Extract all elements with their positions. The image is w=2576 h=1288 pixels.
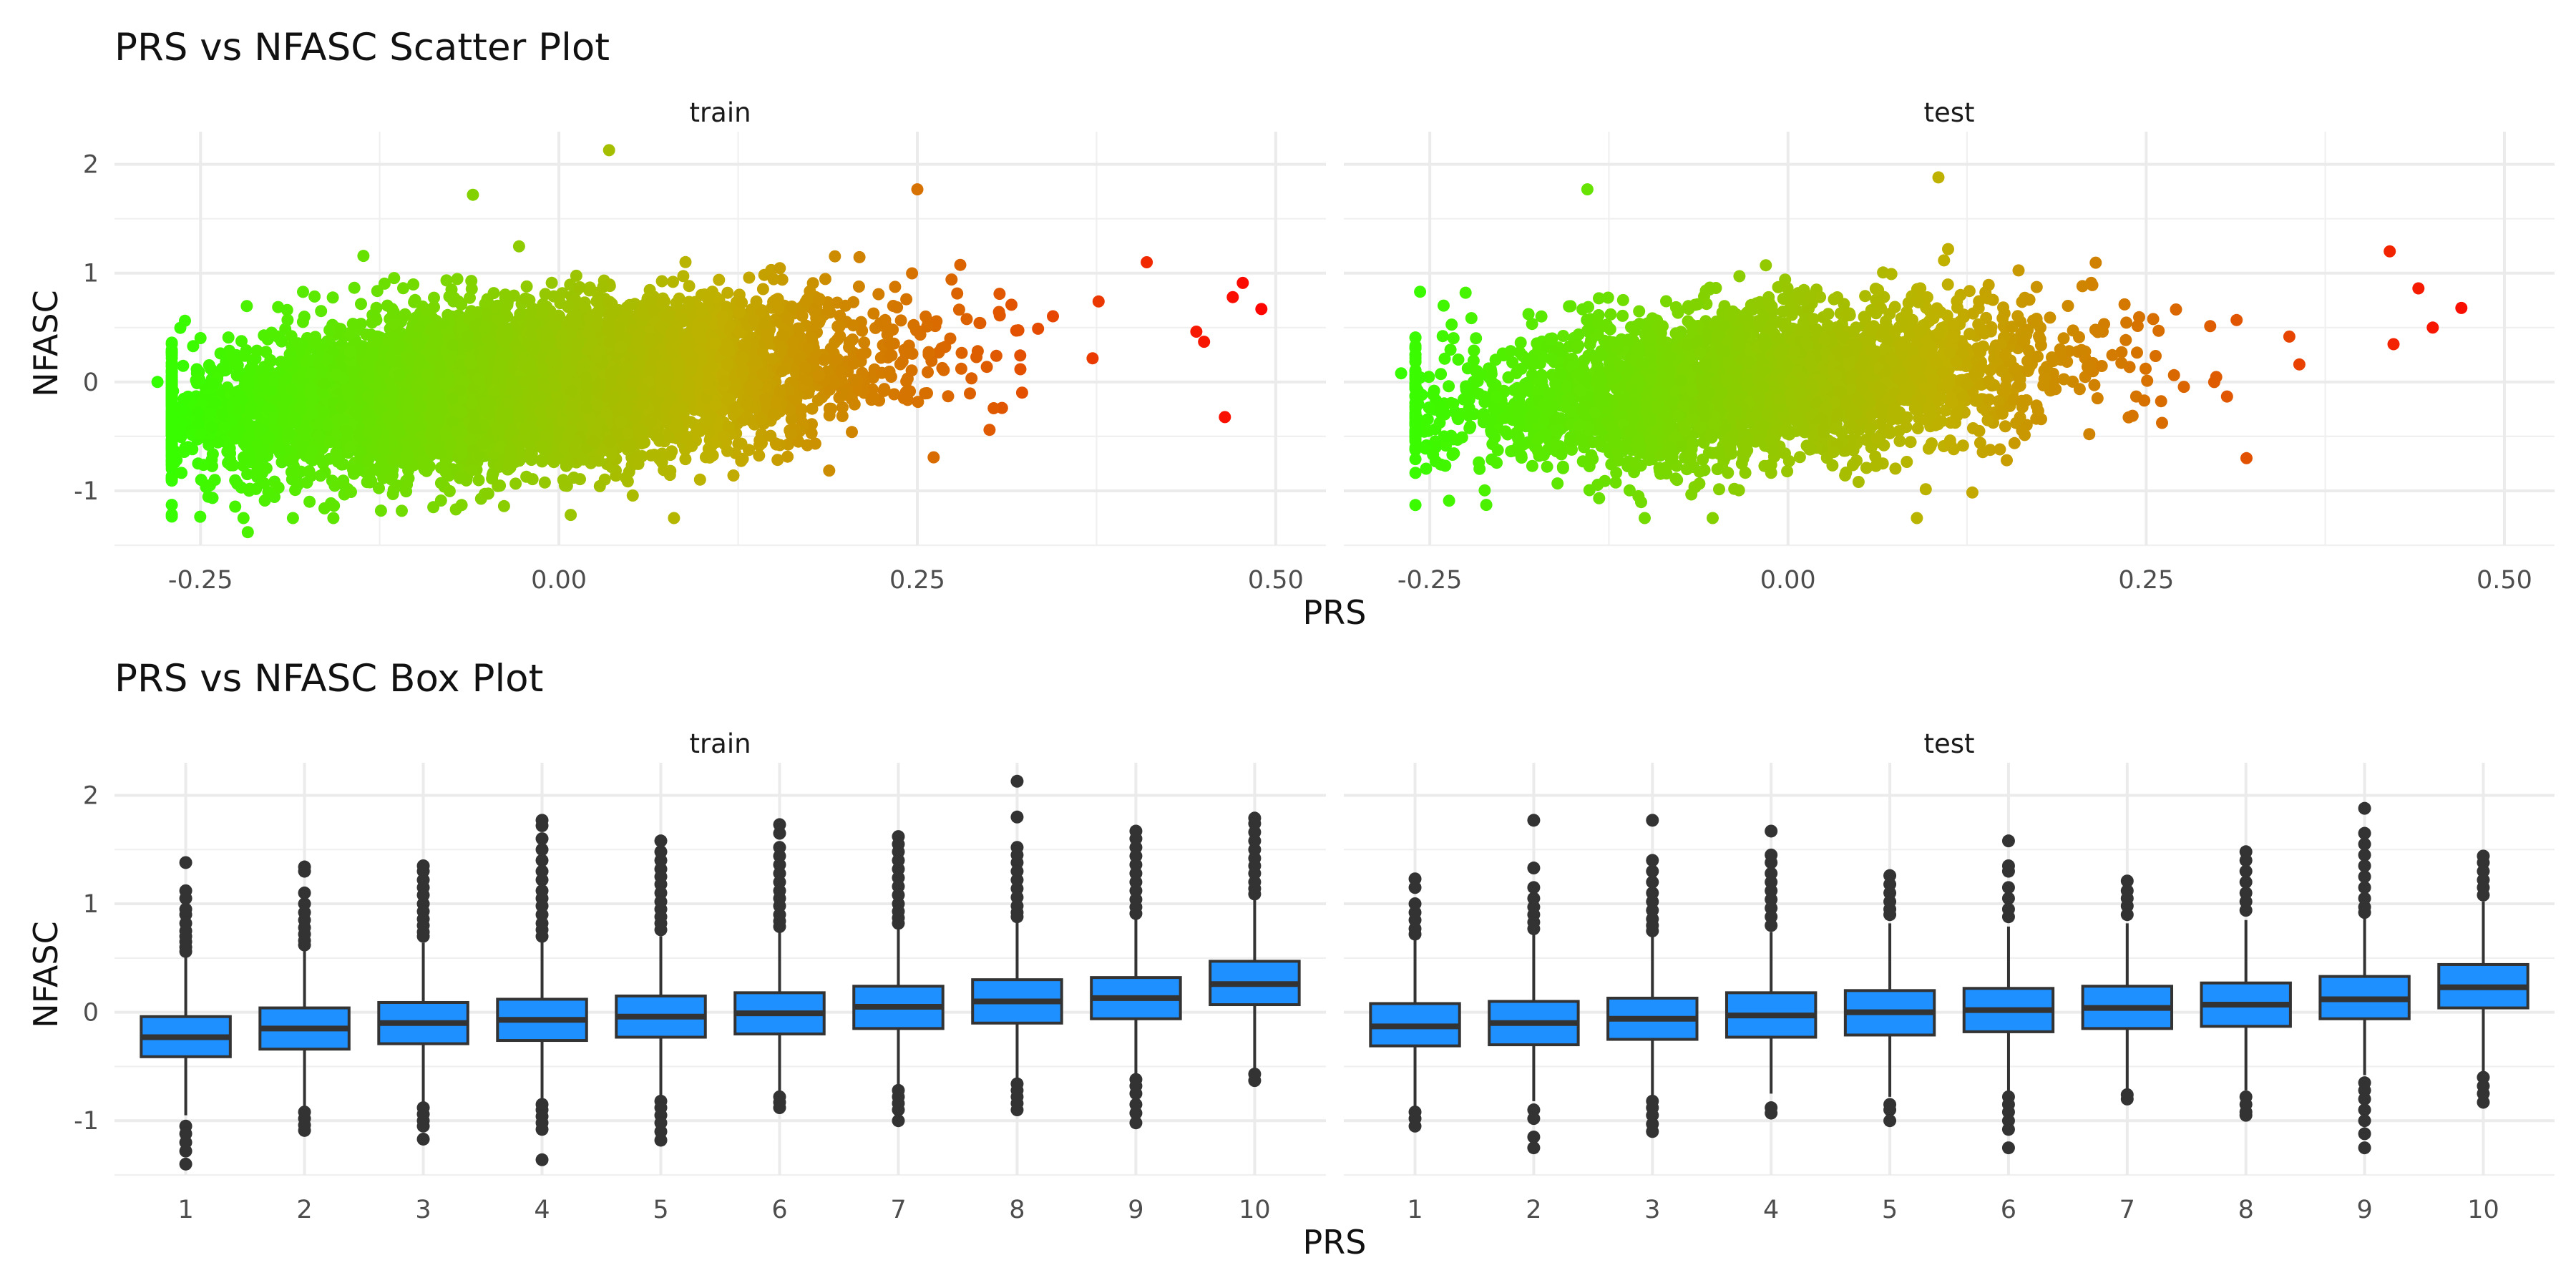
- data-point: [520, 280, 533, 293]
- data-point: [348, 281, 361, 294]
- data-point: [927, 451, 940, 464]
- data-point: [990, 349, 1002, 362]
- data-point: [509, 477, 522, 490]
- data-point: [771, 454, 784, 467]
- data-point: [303, 495, 316, 508]
- data-point: [222, 331, 235, 344]
- data-point: [829, 250, 841, 263]
- data-point: [964, 387, 976, 400]
- data-point: [912, 396, 924, 409]
- data-point: [297, 286, 309, 298]
- data-point: [713, 273, 726, 286]
- data-point: [512, 240, 525, 253]
- data-point: [668, 512, 680, 525]
- data-point: [683, 280, 696, 293]
- scatter-plot-title: PRS vs NFASC Scatter Plot: [114, 26, 610, 69]
- data-point: [565, 509, 577, 522]
- data-point: [894, 314, 907, 327]
- data-point: [1219, 411, 1231, 424]
- data-point: [769, 294, 782, 306]
- y-tick-label: -1: [74, 477, 99, 506]
- data-point: [836, 401, 849, 414]
- data-point: [286, 473, 298, 486]
- data-point: [693, 473, 706, 486]
- scatter-strip-label-train: train: [689, 97, 751, 128]
- data-point: [449, 503, 462, 516]
- data-point: [905, 364, 918, 377]
- data-point: [955, 346, 968, 359]
- scatter-panel-train: train -0.25 0.00 0.25 0.50 -1 0 1 2: [74, 97, 1326, 595]
- data-point: [852, 280, 865, 293]
- x-tick-label: 0.50: [1248, 566, 1304, 595]
- data-point: [664, 464, 677, 477]
- y-tick-label: 0: [83, 369, 99, 397]
- data-point: [396, 504, 408, 517]
- data-point: [867, 307, 880, 320]
- data-point: [1086, 352, 1099, 365]
- data-point: [679, 255, 692, 268]
- data-point: [1047, 310, 1059, 323]
- data-point: [177, 359, 190, 372]
- scatter-points-train: [151, 144, 1268, 539]
- data-point: [951, 287, 964, 300]
- data-point: [677, 270, 690, 283]
- data-point: [558, 479, 571, 492]
- data-point: [1190, 326, 1203, 338]
- data-point: [240, 300, 253, 313]
- x-tick-label: 0.00: [531, 566, 587, 595]
- data-point: [856, 348, 869, 361]
- data-point: [883, 365, 896, 378]
- x-tick-label: 0.25: [889, 566, 945, 595]
- data-point: [853, 250, 866, 263]
- data-point: [970, 351, 983, 364]
- data-point: [326, 291, 339, 304]
- data-point: [272, 301, 285, 313]
- data-point: [374, 504, 387, 517]
- data-point: [945, 273, 958, 286]
- y-tick-label: 1: [83, 260, 99, 288]
- data-point: [567, 472, 580, 484]
- data-point: [206, 492, 219, 504]
- data-point: [667, 275, 679, 288]
- data-point: [878, 383, 891, 396]
- data-point: [229, 500, 242, 513]
- data-point: [721, 286, 734, 299]
- data-point: [952, 303, 965, 316]
- data-point: [327, 512, 340, 525]
- data-point: [806, 418, 818, 431]
- data-point: [482, 487, 494, 500]
- data-point: [922, 366, 934, 379]
- data-point: [846, 426, 858, 439]
- data-point: [1005, 298, 1018, 311]
- data-point: [187, 340, 200, 353]
- data-point: [954, 258, 967, 271]
- data-point: [743, 271, 756, 284]
- data-point: [805, 427, 818, 439]
- scatter-plot: PRS vs NFASC Scatter Plot train -0.25 0.00…: [26, 26, 2555, 632]
- data-point: [753, 449, 766, 462]
- y-tick-label: 2: [83, 151, 99, 180]
- data-point: [727, 469, 740, 482]
- data-point: [545, 276, 558, 289]
- data-point: [440, 274, 453, 287]
- data-point: [965, 372, 978, 385]
- data-point: [983, 424, 996, 436]
- data-point: [194, 332, 207, 344]
- data-point: [899, 347, 912, 360]
- data-point: [289, 484, 302, 497]
- data-point: [626, 489, 639, 502]
- data-point: [400, 485, 413, 498]
- data-point: [538, 476, 551, 489]
- x-tick-label: -0.25: [168, 566, 233, 595]
- data-point: [823, 409, 836, 421]
- data-point: [1032, 322, 1045, 335]
- data-point: [679, 453, 692, 466]
- data-point: [388, 272, 401, 285]
